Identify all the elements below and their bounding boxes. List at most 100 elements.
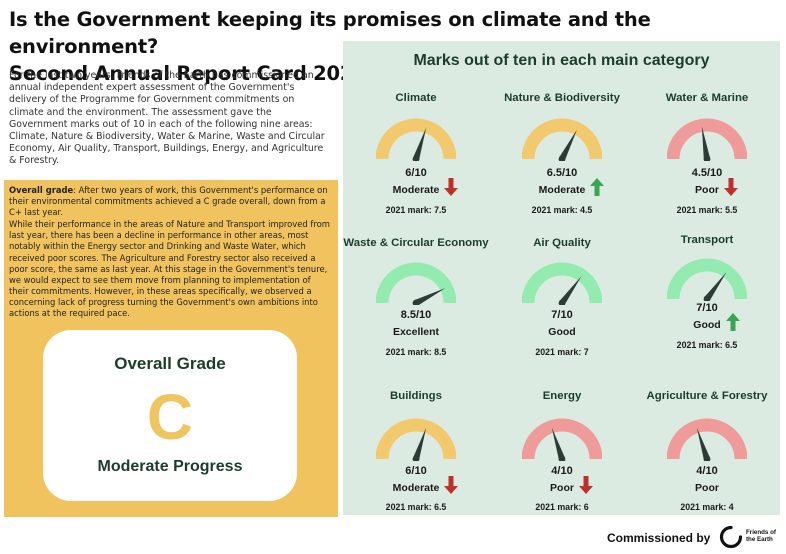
gauge-arc (667, 258, 747, 300)
org-line-2: the Earth (746, 536, 773, 543)
page-title: Is the Government keeping its promises o… (9, 6, 779, 87)
arrow-down-icon (578, 476, 593, 494)
gauge-hub (703, 295, 711, 301)
arrow-up-icon (725, 313, 740, 331)
previous-mark: 2021 mark: 4 (680, 502, 734, 512)
arrow-down-icon (723, 178, 738, 196)
category-score: 8.5/10 (400, 309, 432, 321)
gauge-hub (703, 455, 711, 461)
category-card: Climate 6/10 Moderate 2021 mark: 7.5 (343, 92, 489, 242)
gauge-arc (667, 118, 747, 160)
gauge-arc (522, 262, 602, 304)
category-score: 7/10 (551, 309, 573, 321)
summary-lead-text: : After two years of work, this Governme… (9, 185, 328, 218)
summary-body: While their performance in the areas of … (9, 219, 330, 319)
category-card: Nature & Biodiversity 6.5/10 Moderate 2021 … (489, 92, 635, 242)
arrow-up-icon (590, 178, 605, 196)
gauge-hub (412, 455, 420, 461)
category-rating-text: Poor (695, 482, 719, 494)
score-block: 4.5/10 Poor (634, 167, 780, 198)
gauge-hub (558, 455, 566, 461)
panel-title: Marks out of ten in each main category (413, 52, 710, 69)
category-rating: Moderate (539, 178, 605, 197)
category-rating: Good (548, 326, 575, 339)
category-rating: Moderate (393, 476, 459, 495)
previous-mark: 2021 mark: 7 (535, 347, 589, 357)
title-line-1: Is the Government keeping its promises o… (9, 8, 651, 58)
marks-panel: Marks out of ten in each main category C… (343, 41, 780, 515)
category-rating-text: Good (693, 319, 721, 331)
category-card: Waste & Circular Economy 8.5/10 Excellent 2… (343, 237, 489, 387)
score-gauge-icon (667, 418, 747, 461)
gauge-needle (704, 272, 727, 301)
category-name: Water & Marine (665, 92, 749, 104)
gauge-needle (559, 276, 582, 305)
score-block: 7/10 Good (634, 302, 780, 333)
category-rating: Good (693, 313, 740, 332)
score-gauge-icon (522, 418, 602, 461)
gauge-hub (412, 155, 420, 161)
summary-box: Overall grade: After two years of work, … (4, 180, 338, 517)
gauge-needle (414, 288, 446, 305)
title-line-2: Second Annual Report Card 2022 (9, 62, 367, 85)
arrow-down-icon (444, 178, 459, 196)
intro-text: For the last two years, Friends of the E… (9, 70, 325, 167)
score-gauge-icon (376, 418, 456, 461)
category-name: Agriculture & Forestry (646, 390, 768, 402)
friends-of-the-earth-logo-icon (719, 525, 743, 549)
previous-mark: 2021 mark: 5.5 (676, 205, 738, 215)
category-rating: Moderate (392, 178, 459, 197)
previous-mark: 2021 mark: 7.5 (385, 205, 447, 215)
score-block: 6.5/10 Moderate (489, 167, 635, 198)
score-block: 6/10 Moderate (343, 465, 489, 496)
score-block: 6/10 Moderate (343, 167, 489, 198)
gauge-arc (376, 418, 456, 460)
overall-grade-card: Overall Grade C Moderate Progress (43, 330, 297, 501)
score-gauge-icon (376, 118, 456, 161)
gauge-needle (412, 127, 427, 160)
gauge-arc (522, 118, 602, 160)
gauge-arc (522, 418, 602, 460)
category-score: 4/10 (696, 465, 718, 477)
previous-mark: 2021 mark: 6.5 (676, 340, 738, 350)
score-block: 4/10 Poor (489, 465, 635, 496)
category-card: Air Quality 7/10 Good 2021 mark: 7 (489, 237, 635, 387)
category-score: 6/10 (405, 465, 427, 477)
gauge-hub (412, 299, 420, 305)
category-card: Agriculture & Forestry 4/10 Poor 2021 mark:… (634, 390, 780, 540)
category-score: 4.5/10 (691, 167, 723, 179)
score-gauge-icon (667, 258, 747, 301)
category-score: 7/10 (696, 302, 718, 314)
category-rating: Excellent (393, 326, 439, 339)
gauge-needle (701, 126, 711, 160)
category-score: 6/10 (405, 167, 427, 179)
gauge-needle (559, 129, 577, 161)
category-card: Buildings 6/10 Moderate 2021 mark: 6.5 (343, 390, 489, 540)
category-card: Water & Marine 4.5/10 Poor 2021 mark: 5.5 (634, 92, 780, 242)
category-name: Air Quality (533, 237, 591, 249)
category-name: Transport (680, 234, 734, 246)
category-card: Energy 4/10 Poor 2021 mark: 6 (489, 390, 635, 540)
gauge-needle (551, 427, 566, 460)
previous-mark: 2021 mark: 8.5 (385, 347, 447, 357)
category-rating-text: Poor (695, 184, 719, 196)
gauge-hub (703, 155, 711, 161)
previous-mark: 2021 mark: 4.5 (531, 205, 593, 215)
summary-lead-label: Overall grade (9, 185, 74, 195)
gauge-arc (667, 418, 747, 460)
gauge-arc (376, 262, 456, 304)
overall-grade-letter: C (146, 381, 194, 453)
category-rating-text: Moderate (392, 184, 440, 196)
score-gauge-icon (376, 262, 456, 305)
category-rating: Poor (695, 482, 719, 495)
summary-text: Overall grade: After two years of work, … (9, 185, 331, 319)
gauge-needle (696, 427, 711, 460)
category-rating-text: Excellent (392, 326, 440, 338)
score-block: 8.5/10 Excellent (343, 309, 489, 340)
category-rating-text: Poor (550, 482, 574, 494)
score-block: 7/10 Good (489, 309, 635, 340)
score-block: 4/10 Poor (634, 465, 780, 496)
score-gauge-icon (667, 118, 747, 161)
category-card: Transport 7/10 Good 2021 mark: 6.5 (634, 234, 780, 384)
category-name: Nature & Biodiversity (504, 92, 620, 104)
